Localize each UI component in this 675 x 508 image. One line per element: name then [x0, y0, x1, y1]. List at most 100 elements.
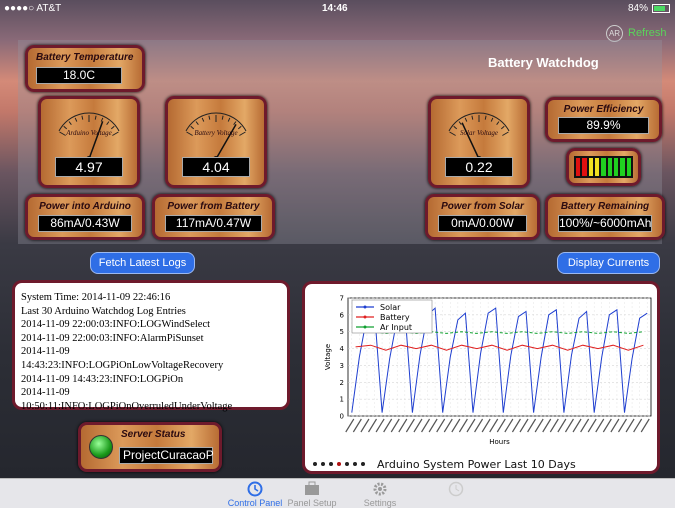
panel-value: 100%/~6000mAh — [558, 215, 652, 232]
x-tick-text — [610, 418, 620, 433]
x-tick-text — [360, 418, 370, 433]
x-tick-text — [474, 418, 484, 433]
app-title: Battery Watchdog — [488, 55, 599, 70]
x-tick-text — [489, 418, 499, 433]
x-tick-text — [595, 418, 605, 433]
dial-tick — [94, 115, 97, 120]
panel-label: Power into Arduino — [39, 201, 131, 212]
dial-tick — [59, 131, 66, 136]
tab-icon — [305, 481, 319, 495]
power-panel: Power from Battery 117mA/0.47W — [152, 194, 275, 240]
ar-button[interactable]: AR — [606, 25, 623, 42]
x-tick-text — [564, 418, 574, 433]
panel-value: 18.0C — [36, 67, 122, 84]
gauge-panel: Battery Voltage 4.04 — [165, 96, 267, 188]
dial-tick — [68, 121, 72, 126]
battery-level-panel — [566, 148, 641, 186]
dial-tick — [464, 117, 468, 122]
legend-marker — [363, 325, 367, 329]
display-currents-button[interactable]: Display Currents — [557, 252, 660, 274]
needle — [88, 121, 104, 160]
carrier: ●●●●○ AT&T — [4, 3, 62, 14]
status-light — [89, 435, 113, 459]
x-tick-text — [466, 418, 476, 433]
page-dot — [353, 462, 357, 466]
x-tick-text — [383, 418, 393, 433]
fetch-logs-button[interactable]: Fetch Latest Logs — [90, 252, 195, 274]
panel-value: 117mA/0.47W — [165, 215, 262, 232]
y-tick-label: 0 — [340, 413, 344, 421]
x-tick-text — [436, 418, 446, 433]
x-tick-text — [368, 418, 378, 433]
server-status-panel: Server Status ProjectCuracaoP — [78, 422, 222, 472]
y-tick-label: 5 — [340, 328, 344, 336]
dial-tick — [233, 121, 237, 126]
log-line: 2014-11-09 22:00:03:INFO:AlarmPiSunset — [21, 332, 204, 344]
log-line: 10:50:11:INFO:LOGPiOnOverruledUnderVolta… — [21, 400, 233, 412]
panel-value: ProjectCuracaoP — [119, 447, 214, 464]
x-tick-text — [390, 418, 400, 433]
dial-tick — [208, 115, 211, 120]
dial-tick — [81, 115, 84, 120]
power-panel: Power from Solar 0mA/0.00W — [425, 194, 540, 240]
tab-label: Settings — [363, 498, 397, 508]
y-tick-label: 4 — [340, 345, 345, 353]
dial-tick — [500, 125, 505, 130]
log-line: System Time: 2014-11-09 22:46:16 — [21, 292, 171, 303]
page-dot — [337, 462, 341, 466]
x-tick-text — [458, 418, 468, 433]
chart-caption: Arduino System Power Last 10 Days — [377, 458, 576, 471]
gauge-label: Arduino Voltage — [65, 129, 111, 137]
page-dot — [329, 462, 333, 466]
gauge-value: 4.04 — [182, 157, 250, 177]
dial-tick — [190, 125, 195, 130]
needle — [461, 122, 480, 160]
x-tick-text — [625, 418, 635, 433]
dial-tick — [112, 131, 119, 136]
y-tick-label: 2 — [340, 379, 344, 387]
y-tick-label: 6 — [340, 311, 345, 319]
dial-tick — [496, 121, 500, 126]
dial-tick — [449, 131, 456, 136]
efficiency-panel: Power Efficiency 89.9% — [545, 97, 662, 142]
x-tick-text — [443, 418, 453, 433]
dial-arc — [448, 112, 510, 132]
x-tick-text — [534, 418, 544, 433]
legend-label: Ar Input — [380, 323, 412, 332]
x-tick-text — [451, 418, 461, 433]
clock: 14:46 — [322, 3, 348, 14]
chart-panel: 0 1 2 3 4 5 6 7 Voltage Hours Solar Battery Ar Input… — [302, 281, 660, 474]
legend-label: Battery — [380, 313, 410, 322]
log-view: System Time: 2014-11-09 22:46:16 Last 30 … — [12, 280, 290, 412]
tab-bar: Control Panel Panel Setup Settings — [0, 478, 675, 508]
x-tick-text — [587, 418, 597, 433]
dial-tick — [201, 117, 205, 122]
dial-tick — [458, 121, 462, 126]
dial-tick — [239, 131, 246, 136]
panel-label: Power from Battery — [167, 201, 260, 212]
x-tick-text — [352, 418, 362, 433]
tab-icon — [373, 482, 387, 496]
log-line: Last 30 Arduino Watchdog Log Entries — [21, 305, 186, 317]
dial-arc — [185, 112, 247, 132]
dial-tick — [227, 117, 231, 122]
panel-value: 89.9% — [558, 117, 649, 134]
x-tick-text — [557, 418, 567, 433]
dial-tick — [106, 121, 110, 126]
x-tick-text — [549, 418, 559, 433]
dial-tick — [186, 131, 193, 136]
panel-label: Battery Remaining — [560, 201, 650, 212]
dial-tick — [63, 125, 68, 130]
battery-bar — [574, 156, 633, 178]
tab-label: Control Panel — [227, 498, 283, 508]
series-line — [355, 344, 644, 351]
dial-tick — [195, 121, 199, 126]
gauge-dial: Solar Voltage — [448, 112, 510, 161]
refresh-button[interactable]: Refresh — [628, 27, 667, 39]
dial-tick — [237, 125, 242, 130]
gauge-dial: Battery Voltage — [185, 112, 247, 161]
panel-label: Server Status — [121, 429, 186, 440]
x-tick-text — [405, 418, 415, 433]
